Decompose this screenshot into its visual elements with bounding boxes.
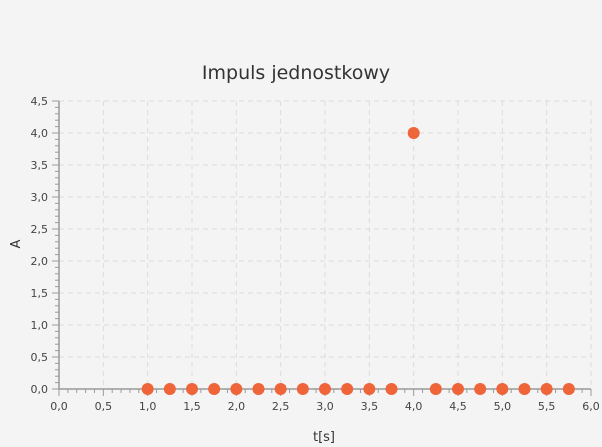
x-tick-labels: 0,0 0,5 1,0 1,5 2,0 2,5 3,0 3,5 4,0 4,5 5,0 5,5 6,0	[50, 400, 600, 413]
data-point	[163, 383, 176, 395]
chart-title: Impuls jednostkowy	[202, 62, 390, 84]
y-tick-label: 0,5	[31, 351, 49, 364]
data-point	[429, 383, 442, 395]
data-point	[341, 383, 354, 395]
x-tick-label: 5,5	[538, 400, 556, 413]
y-tick-label: 1,5	[31, 287, 49, 300]
data-point	[230, 383, 243, 395]
y-axis-label: A	[9, 239, 24, 248]
data-point	[208, 383, 221, 395]
x-tick-label: 3,0	[316, 400, 334, 413]
data-point	[518, 383, 531, 395]
x-tick-label: 3,5	[361, 400, 379, 413]
x-tick-label: 4,5	[449, 400, 467, 413]
data-point	[252, 383, 265, 395]
data-point	[385, 383, 398, 395]
x-tick-label: 1,0	[139, 400, 157, 413]
x-tick-label: 2,0	[228, 400, 246, 413]
data-point	[141, 383, 154, 395]
data-point	[540, 383, 553, 395]
y-tick-labels: 0,0 0,5 1,0 1,5 2,0 2,5 3,0 3,5 4,0 4,5	[31, 95, 49, 396]
y-tick-label: 1,0	[31, 319, 49, 332]
data-point	[562, 383, 575, 395]
x-axis-label: t[s]	[313, 430, 335, 445]
y-tick-label: 0,0	[31, 383, 49, 396]
data-point	[496, 383, 509, 395]
axes	[52, 100, 592, 396]
x-tick-label: 2,5	[272, 400, 290, 413]
data-point	[407, 127, 420, 139]
data-points	[141, 127, 575, 395]
y-tick-label: 4,5	[31, 95, 49, 108]
x-tick-label: 1,5	[183, 400, 201, 413]
data-point	[274, 383, 287, 395]
y-tick-label: 3,5	[31, 159, 49, 172]
y-tick-label: 3,0	[31, 191, 49, 204]
x-tick-label: 0,0	[50, 400, 68, 413]
data-point	[452, 383, 464, 395]
x-tick-label: 6,0	[582, 400, 600, 413]
data-point	[474, 383, 487, 395]
x-tick-label: 0,5	[95, 400, 113, 413]
data-point	[363, 383, 376, 395]
data-point	[296, 383, 309, 395]
data-point	[186, 383, 198, 395]
x-tick-label: 5,0	[494, 400, 512, 413]
y-tick-label: 4,0	[31, 127, 49, 140]
y-tick-label: 2,5	[31, 223, 49, 236]
x-tick-label: 4,0	[405, 400, 423, 413]
data-point	[319, 383, 331, 395]
grid	[59, 100, 592, 389]
y-tick-label: 2,0	[31, 255, 49, 268]
